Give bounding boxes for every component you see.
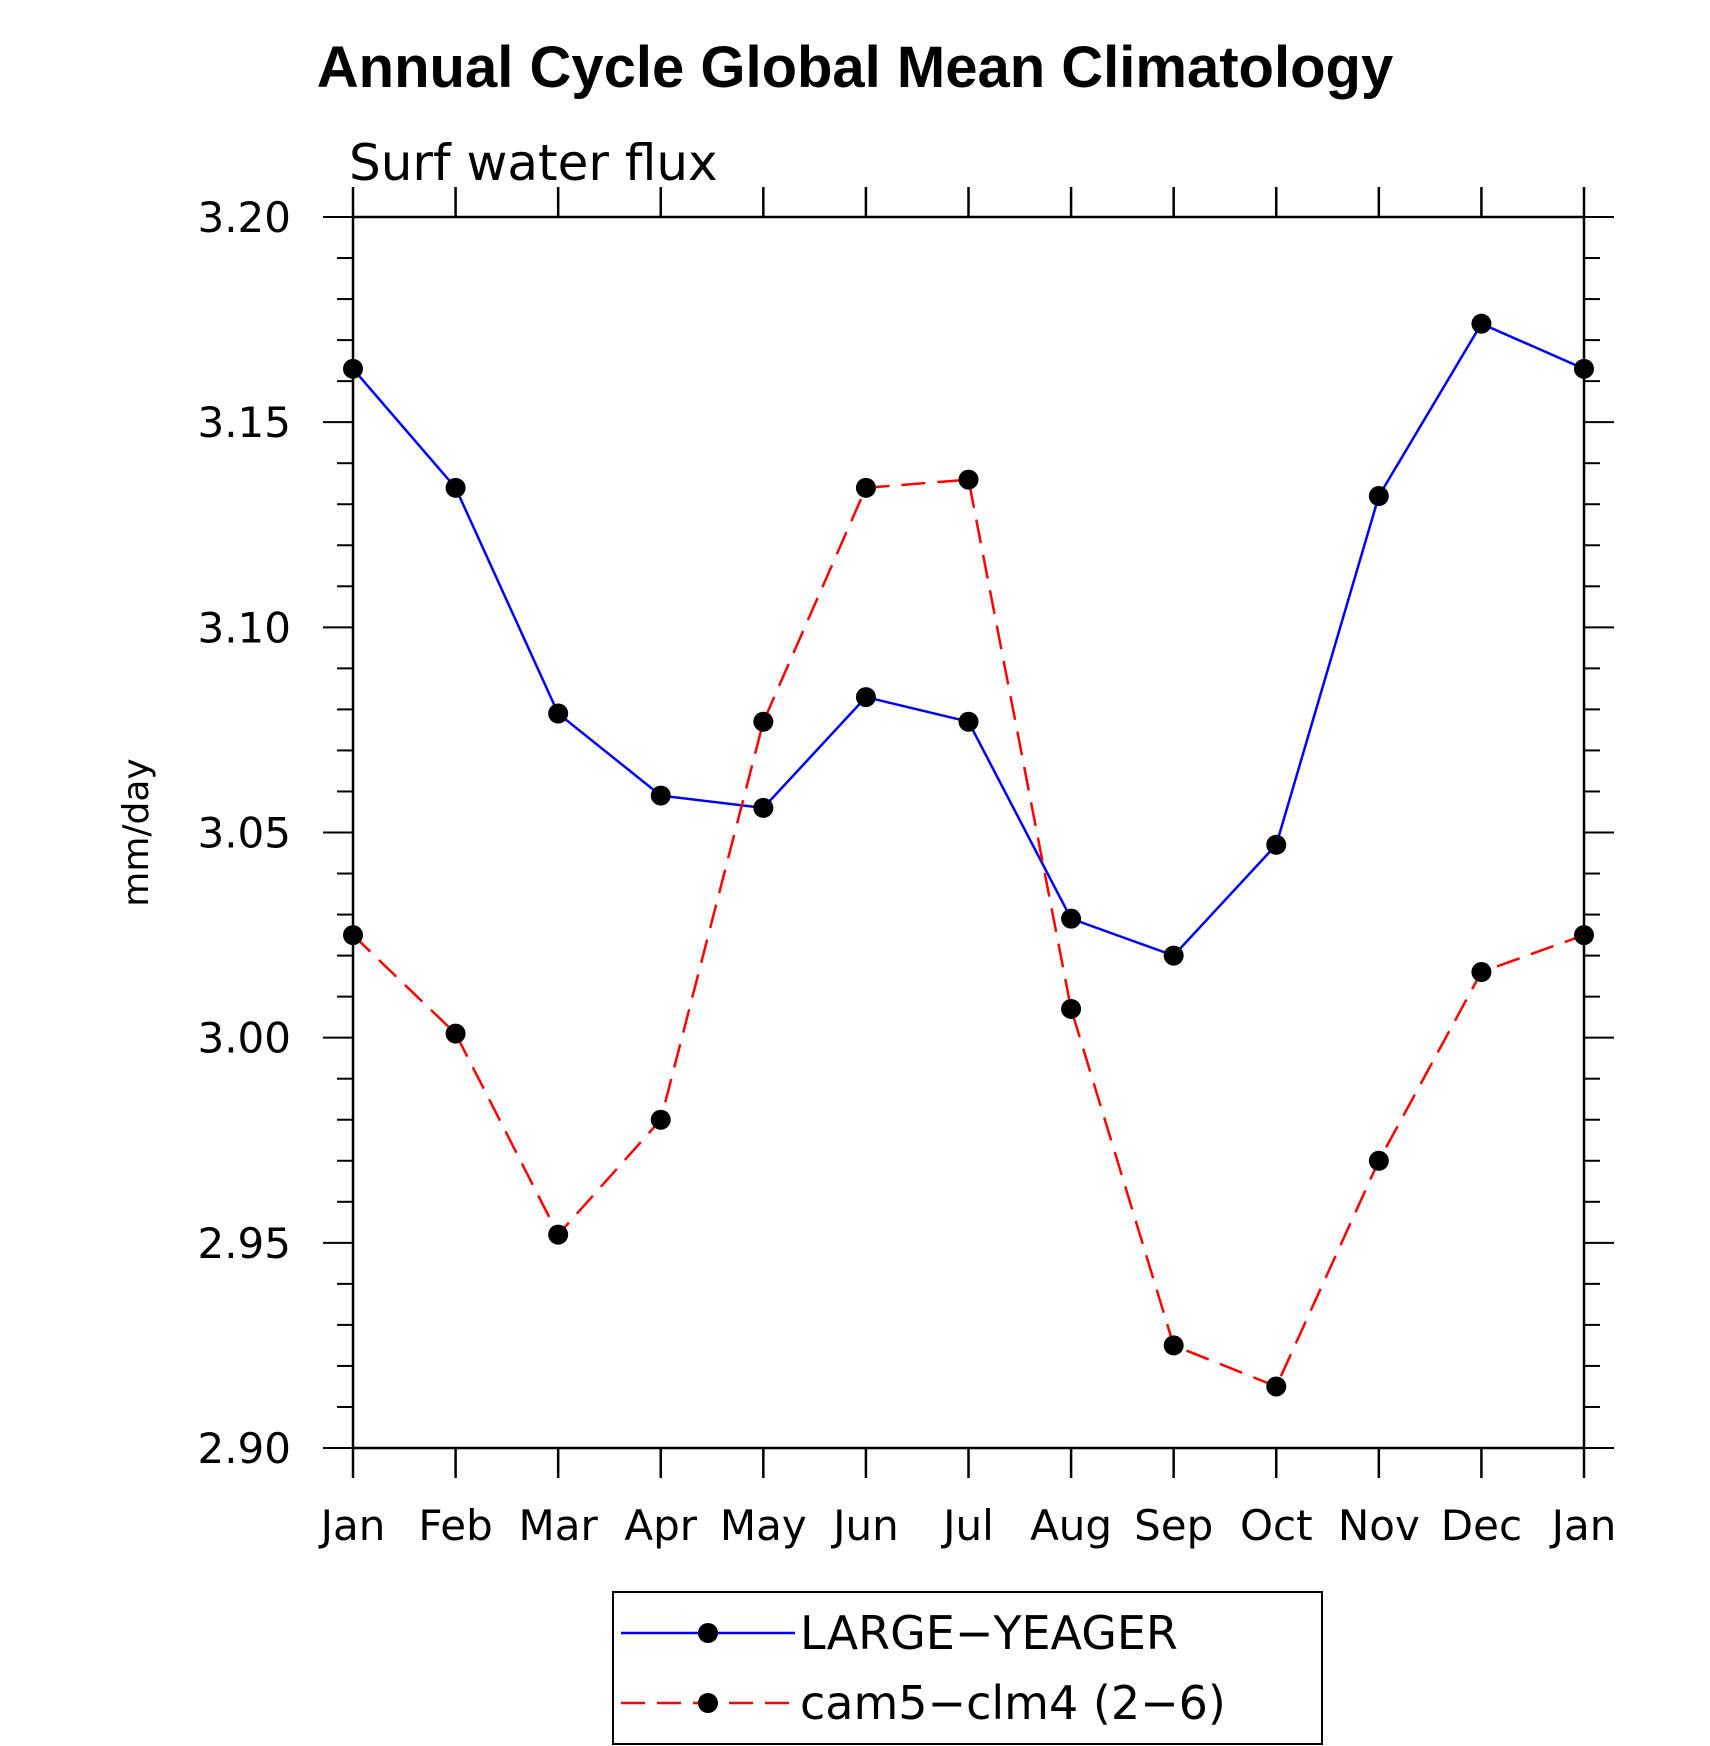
data-point	[343, 925, 363, 946]
legend-label: cam5−clm4 (2−6)	[800, 1676, 1226, 1730]
plot-axes: 3.20 3.15 3.10 3.05 3.00 2.95 2.90 Jan Feb Mar Apr…	[197, 187, 1616, 1550]
y-tick-label: 2.90	[197, 1424, 291, 1473]
data-point	[650, 1109, 671, 1130]
data-point	[1368, 1150, 1389, 1171]
data-point	[548, 1224, 569, 1245]
data-point	[445, 477, 466, 498]
data-point	[548, 703, 569, 724]
x-tick-label: Sep	[1134, 1501, 1213, 1550]
legend-marker	[698, 1623, 718, 1643]
data-point	[1368, 486, 1389, 507]
y-tick-label: 3.20	[197, 193, 291, 242]
data-point	[1266, 834, 1287, 855]
data-point	[650, 785, 671, 806]
chart-title: Annual Cycle Global Mean Climatology	[317, 35, 1393, 100]
x-tick-label: Oct	[1240, 1501, 1313, 1550]
x-tick-label: May	[720, 1501, 807, 1550]
data-point	[1574, 925, 1594, 946]
data-point	[1266, 1376, 1287, 1397]
x-tick-label: Nov	[1338, 1501, 1420, 1550]
data-point	[1163, 1335, 1184, 1356]
y-tick-label: 3.10	[197, 603, 291, 652]
data-point	[855, 477, 876, 498]
chart-subtitle: Surf water flux	[349, 134, 718, 192]
data-point	[753, 797, 774, 818]
legend-label: LARGE−YEAGER	[800, 1606, 1178, 1660]
x-tick-label: Jan	[1549, 1501, 1617, 1550]
y-tick-label: 3.00	[197, 1014, 291, 1063]
data-point	[343, 358, 363, 379]
data-point	[958, 711, 979, 732]
data-point	[855, 687, 876, 708]
y-tick-label: 3.15	[197, 398, 291, 447]
x-tick-label: Jan	[318, 1501, 386, 1550]
series-line-2	[352, 478, 1585, 1389]
y-axis-label: mm/day	[116, 758, 157, 906]
x-tick-label: Aug	[1030, 1501, 1112, 1550]
plot-frame	[351, 215, 1586, 1450]
x-tick-label: Apr	[624, 1501, 697, 1550]
x-tick-label: Feb	[418, 1501, 492, 1550]
data-point	[958, 469, 979, 490]
data-point	[1574, 358, 1594, 379]
data-point	[1061, 998, 1082, 1019]
series-line-1	[352, 322, 1585, 958]
data-point	[1471, 313, 1492, 334]
y-tick-label: 3.05	[197, 809, 291, 858]
x-tick-label: Dec	[1441, 1501, 1522, 1550]
y-tick-label: 2.95	[197, 1219, 291, 1268]
data-point	[445, 1023, 466, 1044]
x-tick-label: Jul	[940, 1501, 994, 1550]
series-layer	[343, 313, 1594, 1397]
data-point	[1471, 962, 1492, 983]
x-tick-label: Mar	[519, 1501, 599, 1550]
legend-marker	[698, 1693, 718, 1713]
data-point	[1061, 908, 1082, 929]
x-tick-label: Jun	[830, 1501, 899, 1550]
legend: LARGE−YEAGER cam5−clm4 (2−6)	[612, 1591, 1323, 1745]
data-point	[1163, 945, 1184, 966]
data-point	[753, 711, 774, 732]
legend-box	[612, 1591, 1323, 1745]
